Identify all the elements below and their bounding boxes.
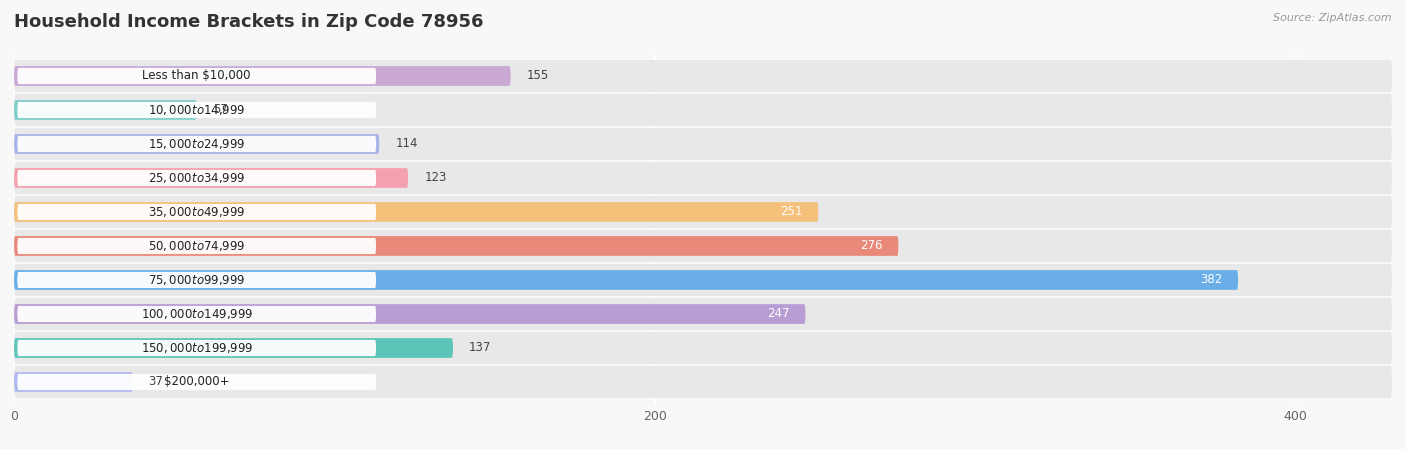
Text: 155: 155: [527, 70, 548, 83]
Text: $150,000 to $199,999: $150,000 to $199,999: [141, 341, 253, 355]
Text: $50,000 to $74,999: $50,000 to $74,999: [148, 239, 246, 253]
FancyBboxPatch shape: [14, 162, 1392, 194]
FancyBboxPatch shape: [17, 340, 377, 356]
Text: Less than $10,000: Less than $10,000: [142, 70, 250, 83]
FancyBboxPatch shape: [14, 196, 1392, 228]
FancyBboxPatch shape: [14, 168, 408, 188]
FancyBboxPatch shape: [17, 102, 377, 118]
Text: $15,000 to $24,999: $15,000 to $24,999: [148, 137, 246, 151]
FancyBboxPatch shape: [17, 136, 377, 152]
FancyBboxPatch shape: [17, 68, 377, 84]
Text: 382: 382: [1199, 273, 1222, 286]
Text: $100,000 to $149,999: $100,000 to $149,999: [141, 307, 253, 321]
Text: Household Income Brackets in Zip Code 78956: Household Income Brackets in Zip Code 78…: [14, 13, 484, 31]
FancyBboxPatch shape: [17, 204, 377, 220]
FancyBboxPatch shape: [14, 202, 818, 222]
FancyBboxPatch shape: [17, 170, 377, 186]
Text: 57: 57: [212, 103, 228, 116]
FancyBboxPatch shape: [14, 304, 806, 324]
FancyBboxPatch shape: [14, 264, 1392, 296]
Text: $35,000 to $49,999: $35,000 to $49,999: [148, 205, 246, 219]
FancyBboxPatch shape: [14, 94, 1392, 126]
Text: 114: 114: [395, 137, 418, 150]
Text: 247: 247: [768, 308, 790, 321]
FancyBboxPatch shape: [14, 298, 1392, 330]
FancyBboxPatch shape: [14, 134, 380, 154]
FancyBboxPatch shape: [17, 238, 377, 254]
FancyBboxPatch shape: [17, 272, 377, 288]
Text: 137: 137: [470, 342, 492, 355]
Text: $200,000+: $200,000+: [165, 375, 229, 388]
FancyBboxPatch shape: [14, 338, 453, 358]
FancyBboxPatch shape: [14, 60, 1392, 92]
Text: 251: 251: [780, 206, 803, 219]
FancyBboxPatch shape: [17, 374, 377, 390]
FancyBboxPatch shape: [14, 366, 1392, 398]
FancyBboxPatch shape: [14, 66, 510, 86]
Text: 37: 37: [149, 375, 163, 388]
Text: 123: 123: [425, 172, 447, 185]
Text: $75,000 to $99,999: $75,000 to $99,999: [148, 273, 246, 287]
FancyBboxPatch shape: [14, 332, 1392, 364]
FancyBboxPatch shape: [14, 372, 132, 392]
FancyBboxPatch shape: [14, 230, 1392, 262]
Text: $10,000 to $14,999: $10,000 to $14,999: [148, 103, 246, 117]
Text: $25,000 to $34,999: $25,000 to $34,999: [148, 171, 246, 185]
FancyBboxPatch shape: [14, 270, 1239, 290]
FancyBboxPatch shape: [14, 100, 197, 120]
FancyBboxPatch shape: [17, 306, 377, 322]
Text: 276: 276: [860, 239, 883, 252]
Text: Source: ZipAtlas.com: Source: ZipAtlas.com: [1274, 13, 1392, 23]
FancyBboxPatch shape: [14, 236, 898, 256]
FancyBboxPatch shape: [14, 128, 1392, 160]
